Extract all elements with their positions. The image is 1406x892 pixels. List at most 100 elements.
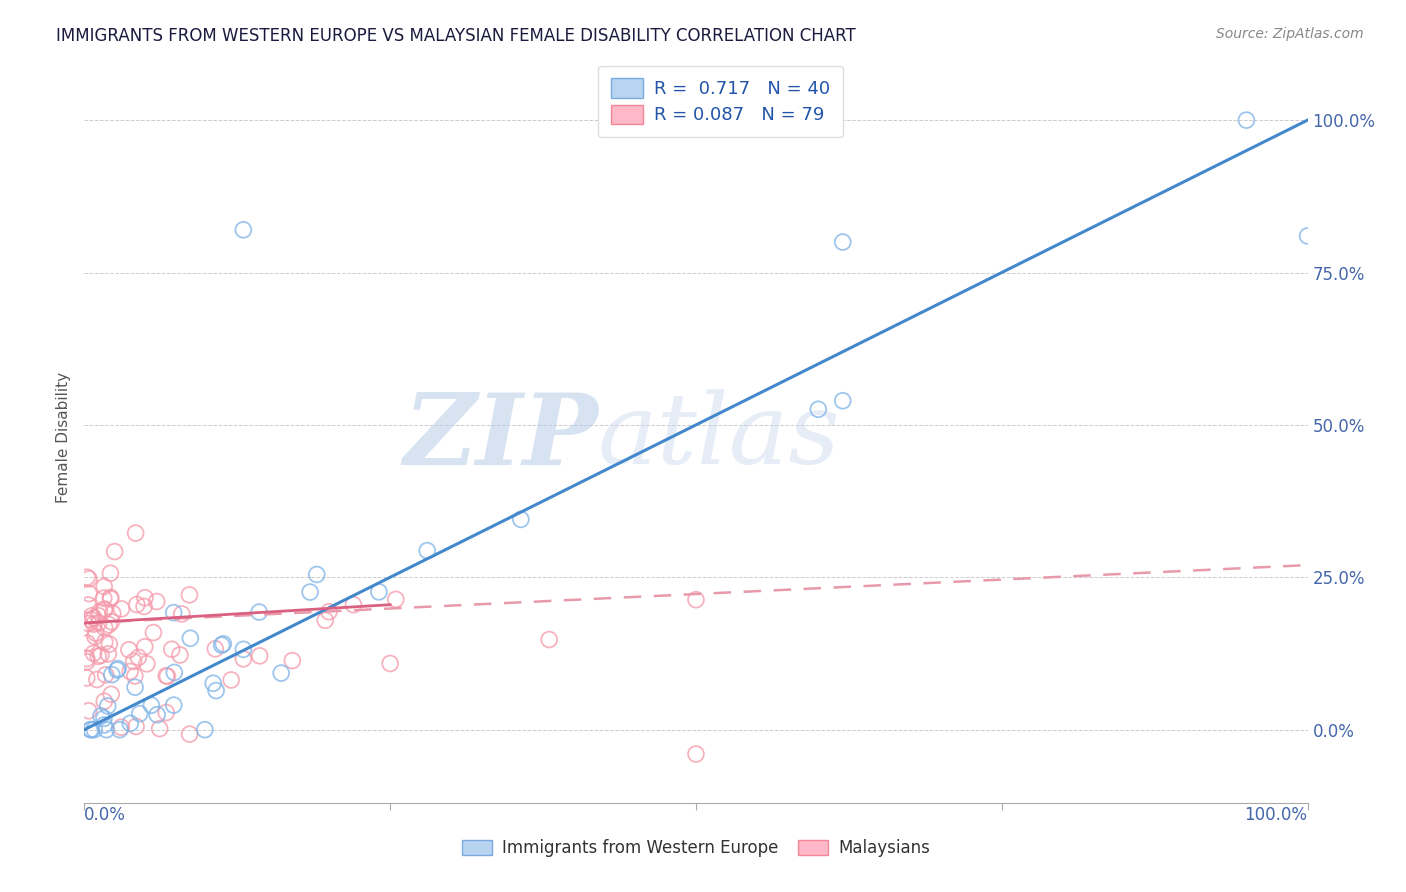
Point — [385, 592, 408, 607]
Point — [76, 651, 98, 665]
Point — [135, 657, 157, 671]
Point — [270, 666, 292, 681]
Point — [156, 669, 179, 683]
Point — [416, 543, 439, 558]
Point — [93, 580, 115, 594]
Point — [105, 663, 128, 677]
Point — [100, 591, 122, 605]
Point — [83, 723, 105, 737]
Point — [110, 720, 132, 734]
Point — [83, 646, 105, 660]
Point — [84, 626, 107, 640]
Point — [83, 617, 105, 632]
Point — [77, 616, 100, 631]
Point — [318, 605, 340, 619]
Point — [179, 588, 201, 602]
Point — [110, 602, 132, 616]
Point — [77, 598, 100, 612]
Legend: Immigrants from Western Europe, Malaysians: Immigrants from Western Europe, Malaysia… — [456, 832, 936, 864]
Point — [155, 706, 177, 720]
Point — [87, 608, 110, 623]
Point — [155, 669, 177, 683]
Point — [141, 698, 163, 713]
Point — [685, 747, 707, 761]
Point — [97, 647, 120, 661]
Point — [163, 606, 186, 620]
Point — [77, 572, 100, 586]
Point — [132, 599, 155, 614]
Point — [149, 722, 172, 736]
Point — [80, 608, 103, 623]
Point — [94, 602, 117, 616]
Point — [145, 594, 167, 608]
Point — [128, 706, 150, 721]
Point — [125, 598, 148, 612]
Point — [79, 723, 101, 737]
Point — [509, 512, 531, 526]
Point — [163, 665, 186, 680]
Point — [96, 723, 118, 737]
Point — [170, 607, 193, 621]
Point — [124, 680, 146, 694]
Point — [93, 591, 115, 606]
Y-axis label: Female Disability: Female Disability — [56, 371, 72, 503]
Point — [86, 673, 108, 687]
Point — [93, 694, 115, 708]
Point — [100, 591, 122, 606]
Point — [1236, 113, 1258, 128]
Point — [179, 727, 201, 741]
Point — [77, 704, 100, 718]
Point — [194, 723, 217, 737]
Point — [124, 669, 146, 683]
Point — [94, 635, 117, 649]
Point — [98, 637, 121, 651]
Point — [93, 602, 115, 616]
Point — [94, 668, 117, 682]
Point — [314, 613, 336, 627]
Point — [831, 393, 853, 408]
Point — [124, 526, 146, 541]
Point — [142, 625, 165, 640]
Point — [146, 707, 169, 722]
Point — [219, 673, 242, 687]
Point — [76, 636, 98, 650]
Point — [97, 698, 120, 713]
Point — [305, 567, 328, 582]
Text: 0.0%: 0.0% — [84, 805, 127, 824]
Point — [90, 648, 112, 663]
Point — [80, 723, 103, 737]
Point — [80, 613, 103, 627]
Point — [76, 570, 98, 584]
Text: atlas: atlas — [598, 390, 841, 484]
Point — [83, 630, 105, 644]
Point — [125, 719, 148, 733]
Point — [232, 223, 254, 237]
Point — [831, 235, 853, 249]
Point — [93, 711, 115, 725]
Point — [232, 642, 254, 657]
Point — [87, 649, 110, 664]
Point — [179, 632, 201, 646]
Point — [108, 723, 131, 737]
Point — [160, 642, 183, 657]
Point — [101, 667, 124, 681]
Text: IMMIGRANTS FROM WESTERN EUROPE VS MALAYSIAN FEMALE DISABILITY CORRELATION CHART: IMMIGRANTS FROM WESTERN EUROPE VS MALAYS… — [56, 27, 856, 45]
Point — [87, 615, 110, 630]
Point — [134, 591, 156, 605]
Point — [122, 654, 145, 668]
Point — [342, 598, 364, 612]
Point — [1296, 228, 1319, 243]
Point — [100, 615, 122, 629]
Point — [77, 586, 100, 600]
Point — [163, 698, 186, 712]
Point — [127, 650, 149, 665]
Point — [247, 605, 270, 619]
Point — [98, 617, 121, 632]
Point — [107, 662, 129, 676]
Text: 100.0%: 100.0% — [1244, 805, 1308, 824]
Point — [76, 655, 98, 669]
Point — [368, 585, 391, 599]
Point — [212, 637, 235, 651]
Point — [232, 652, 254, 666]
Text: Source: ZipAtlas.com: Source: ZipAtlas.com — [1216, 27, 1364, 41]
